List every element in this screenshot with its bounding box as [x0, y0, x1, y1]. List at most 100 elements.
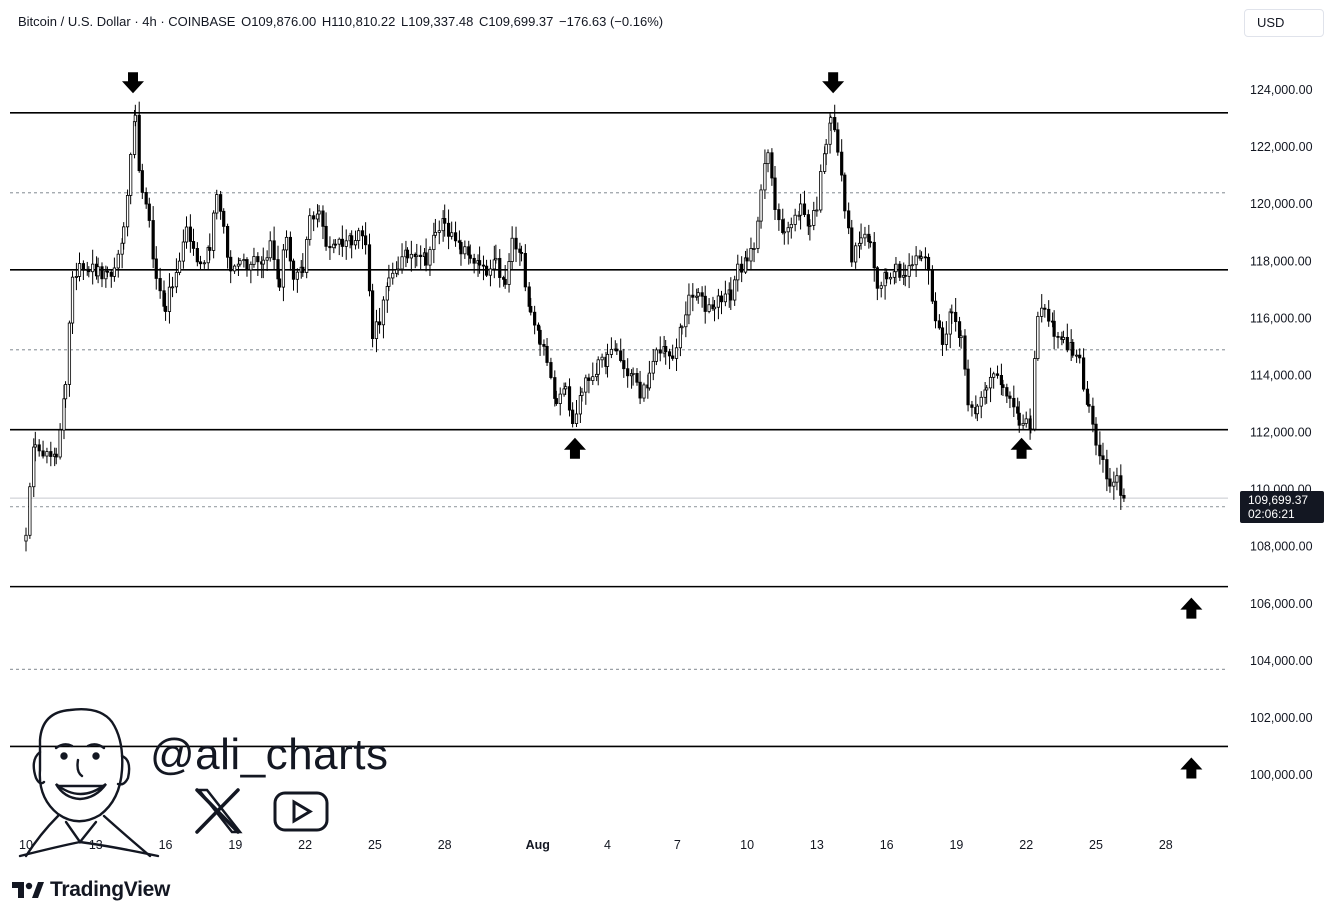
high-value: H110,810.22	[321, 14, 396, 29]
candle-body	[67, 322, 72, 385]
candle-body	[622, 360, 626, 370]
candle-body	[158, 278, 162, 292]
candle-body	[808, 225, 812, 227]
currency-button[interactable]: USD	[1244, 9, 1324, 37]
candle-body	[1017, 412, 1021, 426]
arrow-up-icon	[1180, 597, 1203, 619]
candle-body	[957, 321, 962, 338]
candle-body	[132, 121, 137, 155]
candle-body	[396, 268, 400, 271]
candle-body	[116, 253, 120, 269]
candle-body	[770, 152, 774, 179]
candle-body	[340, 238, 344, 247]
candle-body	[740, 263, 744, 273]
candle-body	[122, 226, 126, 244]
open-value: O109,876.00	[241, 14, 317, 29]
candle-body	[1098, 444, 1102, 457]
candle-body	[503, 278, 507, 285]
candle-body	[1061, 336, 1066, 340]
candle-body	[468, 254, 472, 259]
x-tick-label: 25	[1089, 838, 1103, 852]
candle-body	[975, 405, 979, 415]
candle-body	[488, 268, 493, 276]
candle-body	[1021, 423, 1025, 426]
candle-body	[443, 218, 447, 224]
candle-body	[81, 263, 85, 271]
candle-body	[446, 222, 451, 237]
avatar-watermark	[18, 708, 160, 858]
tradingview-mark-icon	[12, 882, 44, 898]
candle-body	[833, 117, 837, 131]
candle-body	[424, 252, 428, 266]
candle-body	[54, 453, 58, 458]
candle-body	[32, 446, 36, 488]
symbol-header: Bitcoin / U.S. Dollar · 4h · COINBASE O1…	[18, 14, 665, 29]
candle-body	[944, 333, 948, 345]
candle-body	[45, 451, 49, 457]
candle-body	[415, 254, 419, 257]
candle-body	[463, 246, 467, 255]
candle-body	[484, 265, 489, 276]
x-tick-label: Aug	[526, 838, 550, 852]
candle-body	[364, 235, 368, 246]
time-axis[interactable]: 10 13 16 19 22 25 28 Aug 4 7 10 13 16 19 22 25 28	[19, 838, 1173, 852]
candle-body	[802, 203, 807, 215]
candle-body	[1056, 335, 1060, 338]
candle-body	[437, 230, 441, 233]
arrow-down-icon	[122, 72, 144, 94]
candle-body	[202, 262, 206, 265]
y-tick-label: 108,000.00	[1250, 540, 1313, 554]
candle-body	[894, 263, 898, 273]
candle-body	[91, 263, 95, 273]
candle-body	[847, 210, 851, 229]
candle-body	[700, 292, 704, 297]
candle-body	[144, 192, 148, 205]
candle-body	[678, 326, 683, 349]
candle-body	[963, 335, 967, 370]
x-tick-label: 10	[740, 838, 754, 852]
candle-body	[578, 395, 582, 415]
y-tick-label: 104,000.00	[1250, 654, 1313, 668]
candle-body	[385, 286, 389, 301]
candle-body	[786, 227, 790, 233]
candle-body	[979, 396, 983, 407]
candle-body	[62, 398, 66, 431]
candle-body	[549, 362, 553, 378]
price-axis[interactable]: 124,000.00 122,000.00 120,000.00 118,000.00…	[1250, 83, 1313, 782]
candle-body	[33, 444, 37, 448]
candle-body	[1108, 478, 1112, 487]
candle-body	[687, 294, 691, 316]
candle-body	[344, 240, 348, 247]
candle-body	[350, 235, 354, 246]
candle-body	[619, 350, 623, 361]
candle-body	[626, 368, 630, 377]
candle-body	[948, 311, 952, 335]
candle-body	[400, 256, 404, 270]
candle-body	[184, 226, 189, 243]
candle-body	[836, 129, 840, 153]
x-tick-label: 22	[1019, 838, 1033, 852]
candle-body	[664, 346, 668, 353]
candle-body	[793, 214, 797, 225]
candle-body	[137, 114, 141, 172]
candle-body	[419, 254, 423, 258]
candle-body	[328, 245, 332, 249]
candle-body	[863, 233, 867, 239]
candle-body	[49, 451, 53, 457]
candle-body	[789, 224, 793, 229]
candle-body	[1012, 397, 1016, 408]
candle-body	[188, 226, 192, 242]
tradingview-logo[interactable]: TradingView	[12, 876, 170, 904]
candle-body	[242, 259, 246, 262]
candle-body	[580, 391, 584, 396]
candle-body	[374, 321, 379, 340]
candle-body	[872, 241, 876, 269]
candle-body	[564, 386, 568, 390]
candle-body	[70, 276, 75, 324]
candle-body	[898, 263, 902, 278]
candle-body	[571, 409, 575, 424]
y-tick-label: 124,000.00	[1250, 83, 1313, 97]
candle-body	[41, 450, 45, 457]
candle-body	[523, 252, 527, 288]
